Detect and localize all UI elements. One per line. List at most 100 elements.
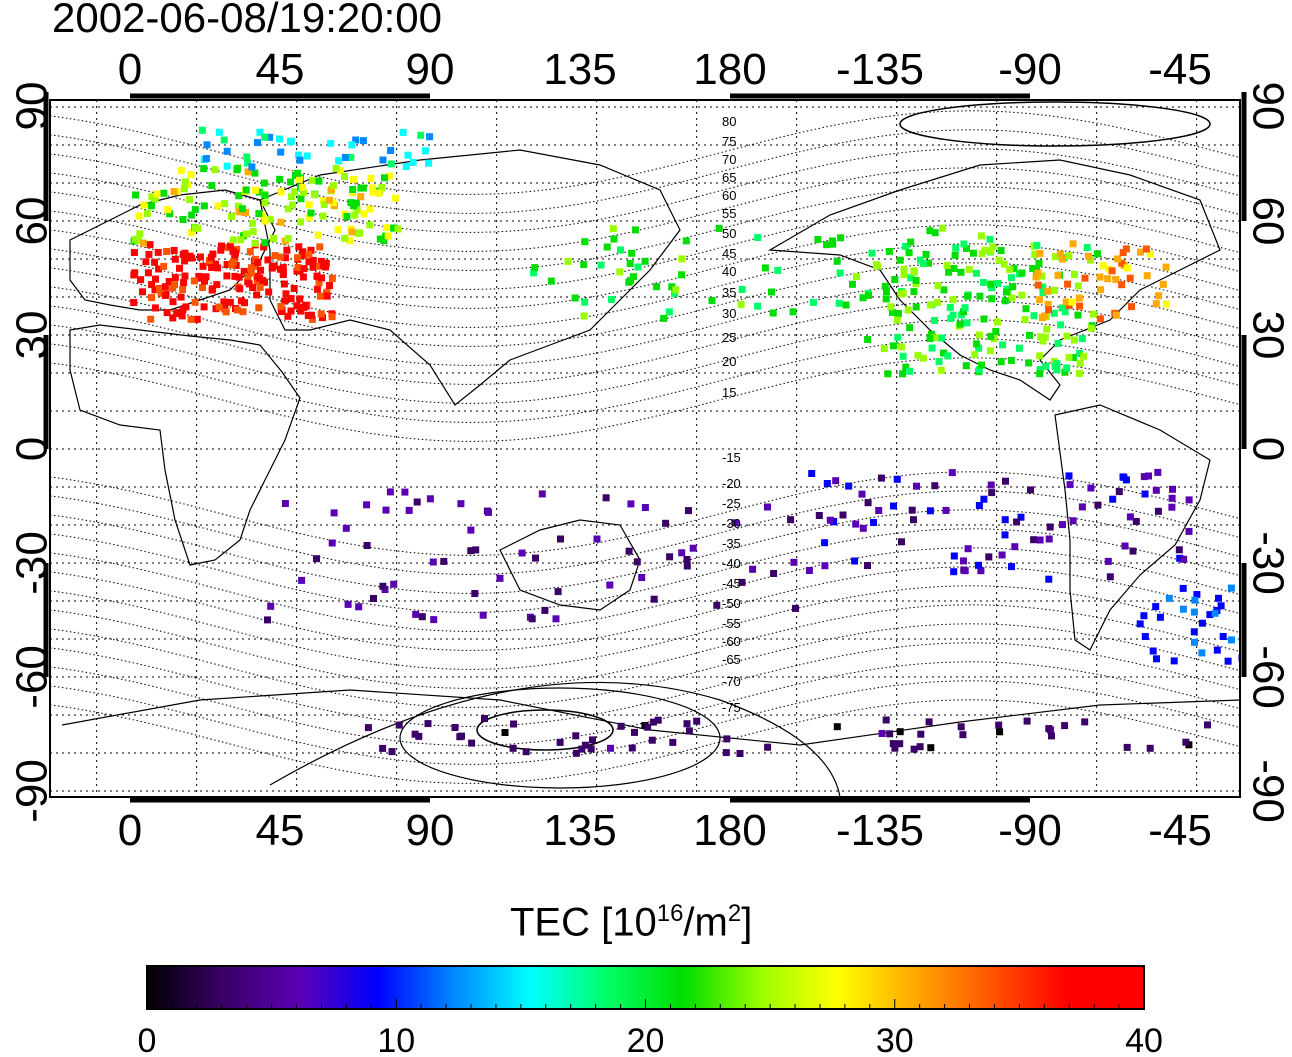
magnetic-latitude-labels: 80 75 70 65 60 55 50 45 40 35 30 25 20 15 -15 -20 -25 -30… — [722, 114, 741, 715]
map-frame — [49, 99, 1241, 798]
mag-lat-label: 65 — [722, 170, 736, 185]
tec-cell — [882, 716, 890, 724]
tec-cell — [959, 731, 967, 739]
tec-cell — [276, 175, 284, 183]
tec-cell — [905, 249, 913, 257]
mag-lat-contour — [50, 243, 1240, 328]
mag-lat-label: 40 — [722, 264, 736, 279]
tec-cell — [294, 169, 302, 177]
tec-cell — [293, 302, 301, 310]
tec-cell — [363, 501, 371, 509]
tec-cell — [301, 302, 309, 310]
tec-cell — [1064, 280, 1072, 288]
tec-cell — [330, 509, 338, 517]
tec-cell — [341, 154, 349, 161]
tec-cell — [557, 535, 564, 543]
tec-cell — [957, 268, 965, 276]
tec-cell — [235, 273, 243, 281]
tec-cell — [261, 133, 269, 141]
tec-cell — [538, 490, 546, 498]
tec-cell — [379, 582, 387, 590]
tec-cell — [276, 135, 284, 143]
south-pole-oval-outer — [269, 681, 841, 797]
tec-cell — [980, 495, 988, 503]
tec-cell — [279, 268, 287, 276]
lon-tick-label-top: 0 — [118, 45, 142, 94]
tec-cell — [364, 724, 372, 732]
mag-lat-contour — [50, 110, 1240, 195]
tec-cell — [161, 292, 169, 299]
mag-lat-label: 80 — [722, 114, 736, 129]
tec-cell — [814, 236, 822, 243]
colorbar-tick-label: 40 — [1125, 1022, 1163, 1057]
tec-cell — [424, 720, 432, 728]
tec-cell — [1008, 294, 1016, 302]
tec-cell — [1096, 273, 1104, 281]
tec-cell — [421, 147, 429, 155]
tec-cell — [269, 234, 277, 242]
tec-cell — [986, 235, 994, 243]
tec-cell — [318, 274, 325, 282]
tec-cell — [943, 261, 951, 269]
mag-lat-contour — [50, 148, 1240, 233]
mag-lat-contour — [50, 300, 1240, 385]
tec-cell — [325, 196, 333, 204]
tec-cell — [671, 290, 679, 297]
tec-cell — [641, 504, 649, 511]
tec-cell — [960, 308, 967, 316]
tec-cell — [931, 317, 939, 324]
tec-cell — [378, 184, 386, 191]
tec-cell — [214, 202, 222, 210]
tec-cell — [280, 280, 288, 288]
lon-tick-label-bottom: 135 — [543, 806, 616, 855]
tec-cell — [309, 263, 317, 271]
tec-cell — [485, 508, 492, 516]
tec-cell — [1059, 521, 1066, 529]
tec-cell — [572, 732, 580, 740]
tec-cell — [1042, 362, 1050, 370]
tec-cell — [235, 192, 243, 200]
mag-lat-label: 70 — [722, 152, 736, 167]
tec-cell — [326, 282, 333, 289]
tec-cell — [1168, 503, 1176, 511]
tec-cell — [944, 352, 952, 360]
tec-cell — [978, 361, 985, 369]
tec-cell — [578, 745, 586, 753]
tec-cell — [1038, 314, 1046, 322]
tec-cell — [316, 262, 323, 270]
tec-cell — [1169, 485, 1176, 493]
tec-cell — [1140, 473, 1148, 481]
tec-cell — [180, 279, 188, 286]
tec-cell — [1118, 281, 1126, 289]
tec-cell — [1168, 494, 1176, 502]
tec-cell — [859, 524, 867, 532]
tec-cell — [829, 240, 837, 248]
mag-lat-contour — [50, 699, 1240, 784]
tec-cell — [1051, 253, 1059, 261]
tec-cell — [242, 209, 250, 216]
tec-cell — [399, 128, 407, 136]
tec-cell — [912, 276, 920, 284]
tec-cell — [1009, 283, 1017, 291]
tec-cell — [323, 292, 331, 300]
tec-cell — [256, 128, 264, 136]
tec-cell — [348, 228, 356, 236]
tec-cell — [1066, 481, 1074, 489]
tec-cell — [215, 128, 223, 136]
tec-cell — [295, 151, 303, 159]
tec-cell — [467, 526, 475, 534]
tec-cell — [554, 588, 562, 596]
tec-cell — [878, 730, 886, 737]
tec-cell — [190, 277, 198, 285]
tec-cell — [631, 728, 638, 736]
tec-cell — [387, 160, 395, 168]
tec-cell — [409, 158, 417, 166]
tec-cell — [1256, 624, 1263, 631]
tec-cell — [260, 179, 268, 187]
tec-cell — [995, 256, 1003, 264]
tec-cell — [298, 576, 306, 584]
tec-cell — [649, 718, 657, 726]
tec-cell — [165, 278, 173, 285]
tec-cell — [261, 191, 269, 199]
tec-cell — [244, 159, 252, 167]
